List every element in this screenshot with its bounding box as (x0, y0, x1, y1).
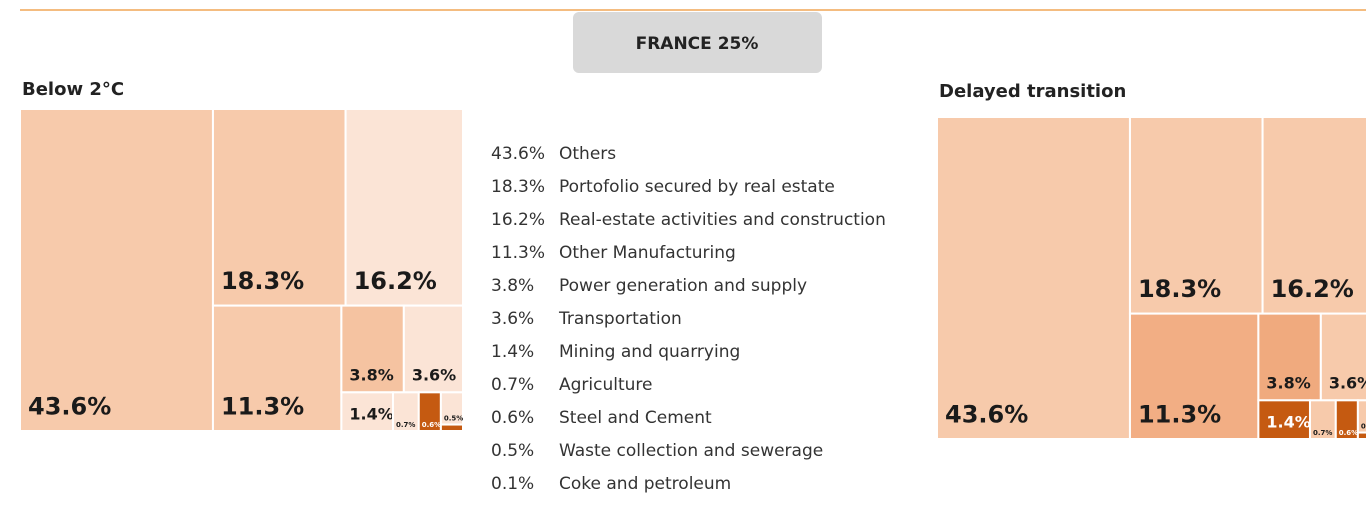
legend-label: Agriculture (559, 375, 653, 395)
tile-label: 0.7% (1313, 429, 1332, 437)
tile-label: 11.3% (1138, 401, 1221, 429)
tile-label: 43.6% (945, 401, 1028, 429)
legend-value: 1.4% (491, 342, 534, 362)
tile-label: 3.8% (349, 366, 393, 385)
tile (1257, 399, 1311, 440)
tile (1261, 116, 1366, 315)
legend-label: Transportation (558, 309, 682, 329)
panel-title: Below 2°C (22, 79, 124, 100)
legend-label: Other Manufacturing (559, 243, 736, 263)
tile-label: 3.6% (412, 366, 456, 385)
tile-label: 16.2% (1271, 275, 1354, 303)
legend-value: 3.6% (491, 309, 534, 329)
legend-label: Waste collection and sewerage (559, 441, 823, 461)
tile-label: 1.4% (1266, 412, 1310, 431)
legend-value: 16.2% (491, 210, 545, 230)
legend-value: 43.6% (491, 144, 545, 164)
legend-label: Mining and quarrying (559, 342, 740, 362)
tile-label: 11.3% (221, 393, 304, 421)
legend-value: 0.6% (491, 408, 534, 428)
header-box (573, 12, 822, 73)
tile-label: 0.5% (1361, 423, 1366, 431)
tile-label: 1.4% (349, 404, 393, 423)
legend-value: 11.3% (491, 243, 545, 263)
tile (391, 391, 420, 432)
panel-title: Delayed transition (939, 81, 1126, 102)
legend-value: 0.5% (491, 441, 534, 461)
tile (340, 391, 394, 432)
legend-value: 18.3% (491, 177, 545, 197)
legend-label: Coke and petroleum (559, 474, 731, 494)
legend-label: Others (559, 144, 616, 164)
tile-label: 18.3% (221, 267, 304, 295)
tile (211, 108, 347, 307)
tile-label: 3.8% (1266, 374, 1310, 393)
tile-label: 3.6% (1329, 374, 1366, 393)
legend-label: Steel and Cement (559, 408, 712, 428)
tile (1257, 312, 1322, 402)
legend-value: 0.7% (491, 375, 534, 395)
tile (1356, 399, 1366, 434)
legend-value: 0.1% (491, 474, 534, 494)
header: FRANCE 25% (636, 34, 759, 54)
legend-label: Real-estate activities and construction (559, 210, 886, 230)
tile-label: 18.3% (1138, 275, 1221, 303)
tile-label: 0.7% (396, 421, 415, 429)
tile (936, 116, 1131, 440)
tile-label: 0.5% (444, 415, 463, 423)
tile (1356, 431, 1366, 440)
tile-label: 16.2% (354, 267, 437, 295)
tile (1128, 312, 1260, 441)
tile-label: 0.6% (422, 421, 441, 429)
tile (439, 423, 464, 432)
tile (211, 304, 343, 433)
legend-label: Power generation and supply (559, 276, 807, 296)
tile (19, 108, 214, 432)
tile-label: 0.6% (1339, 429, 1358, 437)
tile (340, 304, 405, 394)
tile-label: 43.6% (28, 393, 111, 421)
legend-label: Portofolio secured by real estate (559, 177, 835, 197)
tile (1308, 399, 1337, 440)
tile (1128, 116, 1264, 315)
legend-value: 3.8% (491, 276, 534, 296)
